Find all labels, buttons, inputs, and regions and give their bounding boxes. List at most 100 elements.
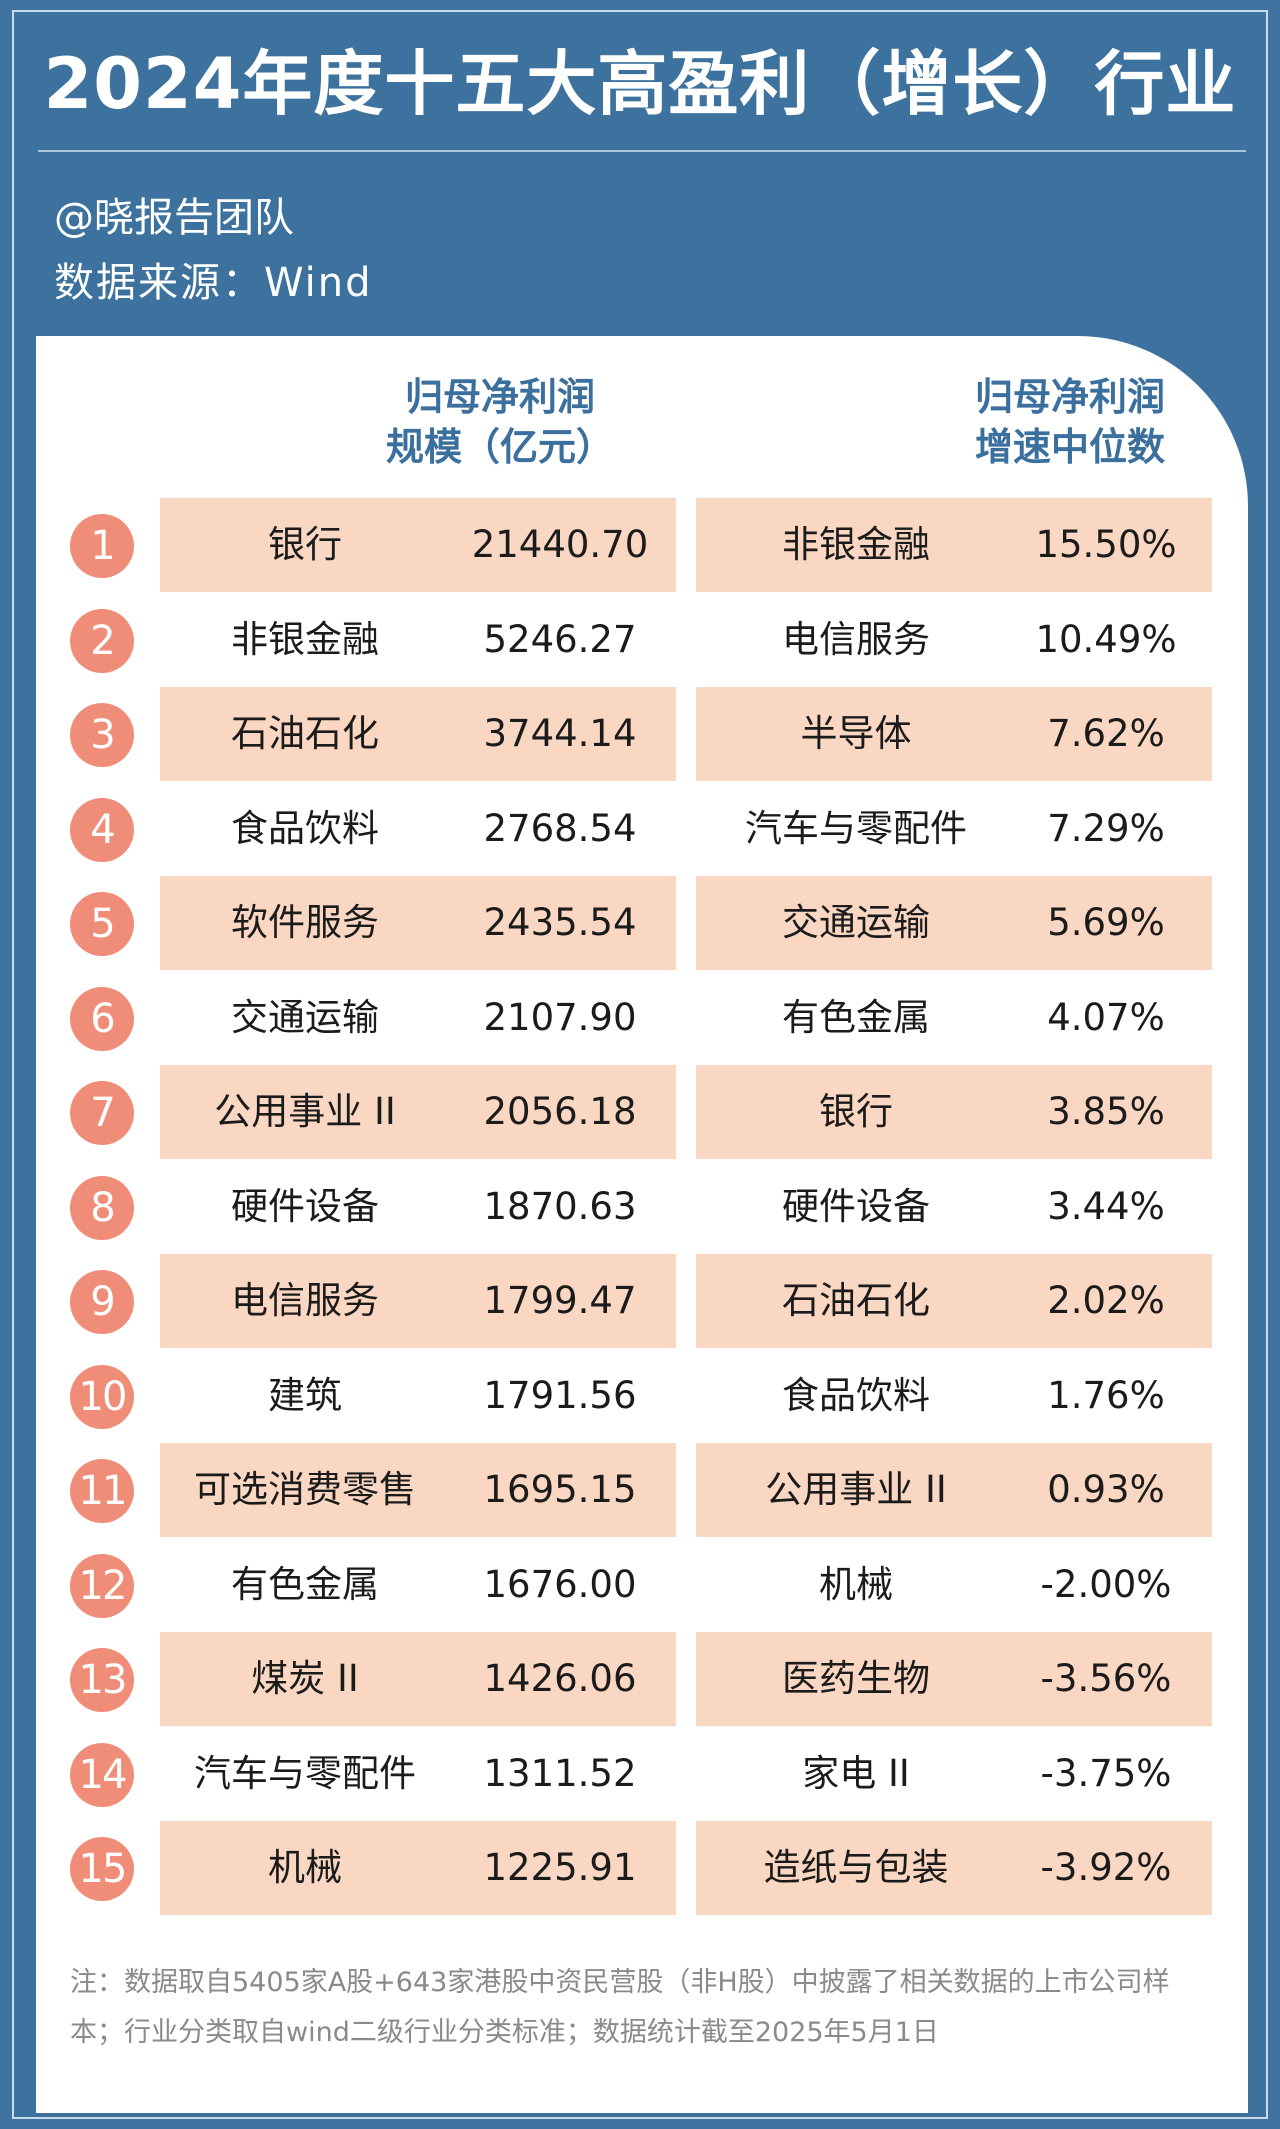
table-row: 7 公用事业 II 2056.18 银行 3.85%: [0, 1065, 1280, 1159]
industry-name: 硬件设备: [231, 1184, 379, 1228]
right-cell: 银行 3.85%: [696, 1065, 1212, 1159]
table-row: 13 煤炭 II 1426.06 医药生物 -3.56%: [0, 1632, 1280, 1726]
table-row: 15 机械 1225.91 造纸与包装 -3.92%: [0, 1821, 1280, 1915]
left-cell: 非银金融 5246.27: [160, 593, 676, 687]
industry-name: 汽车与零配件: [194, 1751, 416, 1795]
right-cell: 机械 -2.00%: [696, 1538, 1212, 1632]
left-cell: 汽车与零配件 1311.52: [160, 1727, 676, 1821]
industry-name: 有色金属: [231, 1562, 379, 1606]
right-cell: 非银金融 15.50%: [696, 498, 1212, 592]
right-cell: 硬件设备 3.44%: [696, 1160, 1212, 1254]
industry-name: 公用事业 II: [214, 1090, 396, 1133]
left-cell: 煤炭 II 1426.06: [160, 1632, 676, 1726]
rank-badge: 15: [70, 1837, 134, 1901]
table-row: 2 非银金融 5246.27 电信服务 10.49%: [0, 593, 1280, 687]
left-cell: 可选消费零售 1695.15: [160, 1443, 676, 1537]
industry-name: 建筑: [268, 1373, 342, 1417]
industry-name: 银行: [819, 1090, 893, 1133]
profit-value: 1799.47: [483, 1279, 637, 1322]
table-row: 5 软件服务 2435.54 交通运输 5.69%: [0, 876, 1280, 970]
right-cell: 有色金属 4.07%: [696, 971, 1212, 1065]
rank-badge: 1: [70, 514, 134, 578]
right-cell: 交通运输 5.69%: [696, 876, 1212, 970]
industry-name: 公用事业 II: [765, 1468, 947, 1511]
column-header-line: 归母净利润: [404, 375, 595, 419]
profit-value: 1676.00: [483, 1562, 637, 1606]
author-credit: @晓报告团队: [54, 195, 294, 241]
profit-value: 5246.27: [483, 617, 637, 661]
right-cell: 半导体 7.62%: [696, 687, 1212, 781]
growth-value: -3.75%: [1040, 1751, 1172, 1795]
rank-badge: 2: [70, 608, 134, 673]
right-cell: 造纸与包装 -3.92%: [696, 1821, 1212, 1915]
footnote: 注：数据取自5405家A股+643家港股中资民营股（非H股）中披露了相关数据的上…: [70, 1967, 1170, 2048]
growth-value: 0.93%: [1047, 1468, 1165, 1511]
growth-value: -2.00%: [1040, 1562, 1172, 1606]
data-source: 数据来源：Wind: [54, 260, 373, 306]
rank-badge: 10: [70, 1364, 134, 1429]
industry-name: 电信服务: [231, 1279, 379, 1322]
table-row: 12 有色金属 1676.00 机械 -2.00%: [0, 1538, 1280, 1632]
industry-name: 煤炭 II: [251, 1657, 359, 1700]
profit-value: 2107.90: [483, 995, 637, 1039]
industry-name: 非银金融: [231, 617, 379, 661]
table-row: 14 汽车与零配件 1311.52 家电 II -3.75%: [0, 1727, 1280, 1821]
industry-name: 石油石化: [231, 712, 379, 755]
right-cell: 医药生物 -3.56%: [696, 1632, 1212, 1726]
right-cell: 家电 II -3.75%: [696, 1727, 1212, 1821]
left-cell: 硬件设备 1870.63: [160, 1160, 676, 1254]
rank-badge: 3: [70, 703, 134, 767]
table-row: 3 石油石化 3744.14 半导体 7.62%: [0, 687, 1280, 781]
rank-badge: 13: [70, 1648, 134, 1712]
rank-badge: 4: [70, 797, 134, 862]
left-cell: 有色金属 1676.00: [160, 1538, 676, 1632]
left-cell: 建筑 1791.56: [160, 1349, 676, 1443]
profit-value: 2768.54: [483, 806, 637, 850]
industry-name: 交通运输: [231, 995, 379, 1039]
rank-badge: 9: [70, 1270, 134, 1334]
rank-badge: 11: [70, 1459, 134, 1523]
right-cell: 公用事业 II 0.93%: [696, 1443, 1212, 1537]
table-row: 11 可选消费零售 1695.15 公用事业 II 0.93%: [0, 1443, 1280, 1537]
left-cell: 软件服务 2435.54: [160, 876, 676, 970]
rank-badge: 7: [70, 1081, 134, 1145]
rank-badge: 8: [70, 1175, 134, 1240]
column-header-line: 归母净利润: [974, 375, 1165, 419]
growth-value: 3.44%: [1047, 1184, 1165, 1228]
left-cell: 机械 1225.91: [160, 1821, 676, 1915]
industry-name: 银行: [268, 523, 342, 566]
left-cell: 银行 21440.70: [160, 498, 676, 592]
table-row: 8 硬件设备 1870.63 硬件设备 3.44%: [0, 1160, 1280, 1254]
industry-name: 交通运输: [782, 901, 930, 944]
industry-name: 非银金融: [782, 523, 930, 566]
column-header-profit-scale: 归母净利润 规模（亿元）: [330, 372, 670, 472]
growth-value: 15.50%: [1035, 523, 1177, 566]
left-cell: 交通运输 2107.90: [160, 971, 676, 1065]
industry-name: 可选消费零售: [194, 1468, 416, 1511]
growth-value: 5.69%: [1047, 901, 1165, 944]
industry-name: 汽车与零配件: [745, 806, 967, 850]
growth-value: 4.07%: [1047, 995, 1165, 1039]
profit-value: 21440.70: [471, 523, 649, 566]
profit-value: 1695.15: [483, 1468, 637, 1511]
rank-badge: 14: [70, 1742, 134, 1807]
watermark-icon: [1152, 2072, 1242, 2096]
profit-value: 1426.06: [483, 1657, 637, 1700]
right-cell: 石油石化 2.02%: [696, 1254, 1212, 1348]
growth-value: -3.56%: [1040, 1657, 1172, 1700]
industry-name: 石油石化: [782, 1279, 930, 1322]
rank-badge: 5: [70, 892, 134, 956]
column-header-profit-growth: 归母净利润 增速中位数: [900, 372, 1240, 472]
table-row: 4 食品饮料 2768.54 汽车与零配件 7.29%: [0, 782, 1280, 876]
industry-name: 家电 II: [802, 1751, 910, 1795]
industry-name: 电信服务: [782, 617, 930, 661]
table-row: 6 交通运输 2107.90 有色金属 4.07%: [0, 971, 1280, 1065]
industry-name: 医药生物: [782, 1657, 930, 1700]
industry-name: 造纸与包装: [763, 1846, 949, 1889]
industry-name: 半导体: [800, 712, 912, 755]
left-cell: 公用事业 II 2056.18: [160, 1065, 676, 1159]
growth-value: -3.92%: [1040, 1846, 1172, 1889]
table-row: 9 电信服务 1799.47 石油石化 2.02%: [0, 1254, 1280, 1348]
industry-name: 机械: [268, 1846, 342, 1889]
rank-badge: 6: [70, 986, 134, 1051]
